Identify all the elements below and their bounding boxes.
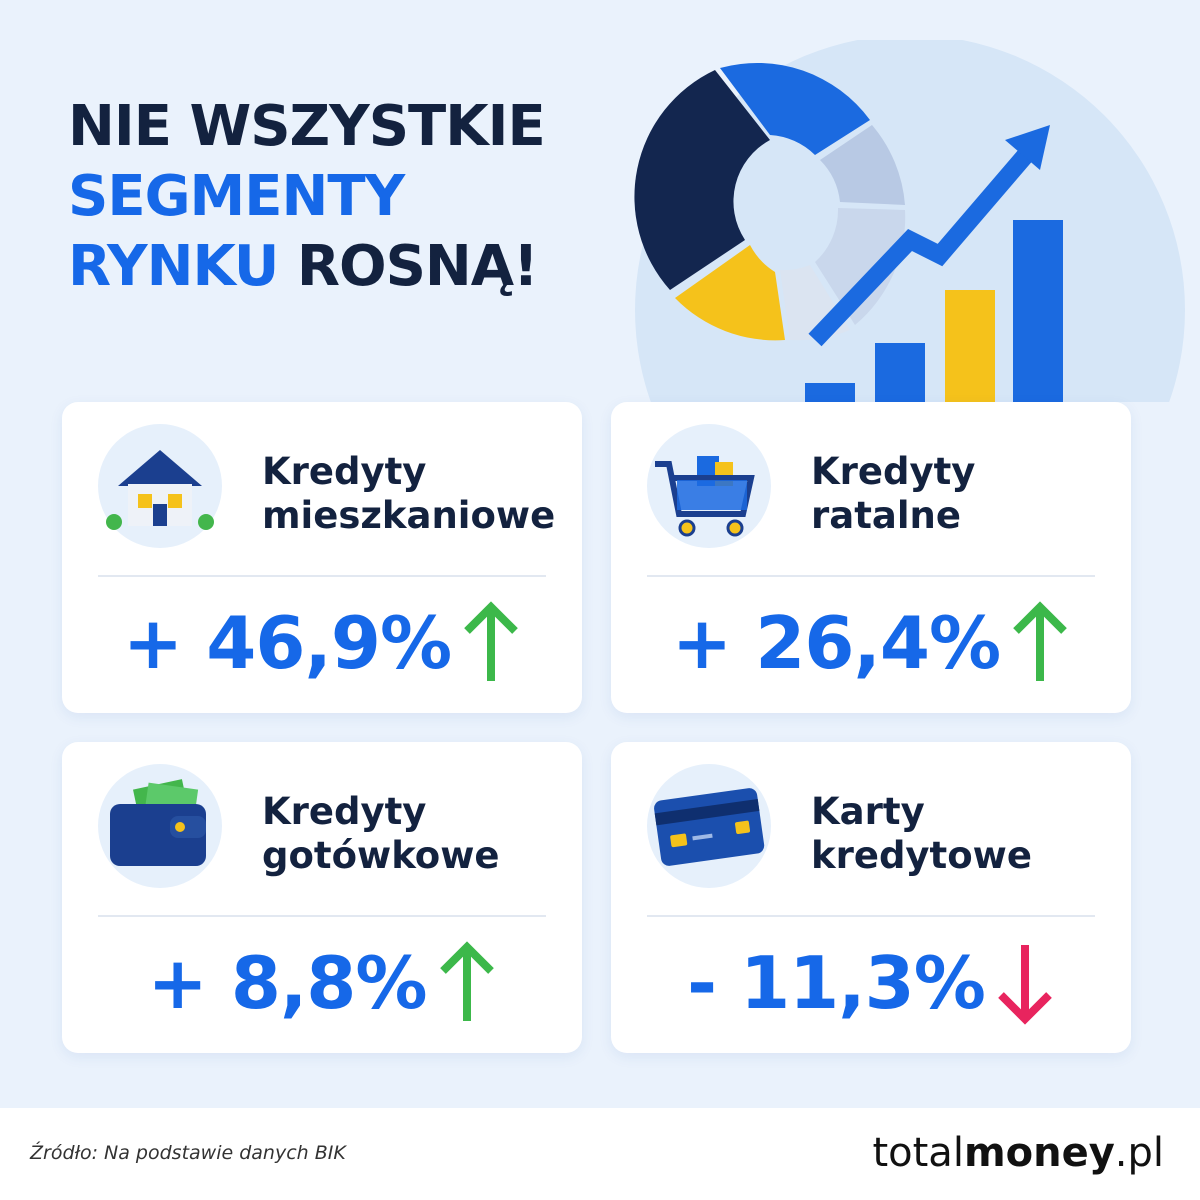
source: Źródło: Na podstawie danych BIK — [30, 1142, 346, 1164]
title-line: NIE WSZYSTKIE — [68, 92, 546, 162]
wallet-icon — [98, 764, 222, 888]
card-label: Kredyty ratalne — [811, 450, 976, 537]
card-value: + 46,9% — [122, 601, 452, 685]
trend-arrow — [439, 941, 494, 1021]
divider — [647, 575, 1095, 577]
title-text: SEGMENTY — [68, 164, 405, 229]
value-row: + 8,8% — [62, 938, 582, 1028]
logo-part: total — [872, 1130, 964, 1176]
footer: Źródło: Na podstawie danych BIK totalmon… — [0, 1108, 1200, 1200]
card-value: + 8,8% — [147, 941, 427, 1025]
card-label: Karty kredytowe — [811, 790, 1032, 877]
trend-arrow — [464, 601, 518, 681]
card: Karty kredytowe - 11,3% — [611, 742, 1131, 1053]
trend-arrow — [998, 945, 1052, 1025]
value-row: + 26,4% — [611, 598, 1131, 688]
title-line: SEGMENTY — [68, 162, 545, 232]
arrow-shape — [439, 941, 494, 1021]
card-label: Kredyty gotówkowe — [262, 790, 500, 877]
arrow-shape — [464, 601, 518, 681]
card: Kredyty gotówkowe + 8,8% — [62, 742, 582, 1053]
logo-part: money — [963, 1130, 1115, 1176]
value-row: - 11,3% — [611, 938, 1131, 1028]
credit-card-icon — [647, 764, 771, 888]
title-line: RYNKU ROSNĄ! — [68, 232, 545, 302]
value-row: + 46,9% — [62, 598, 582, 688]
card: Kredyty mieszkaniowe + 46,9% — [62, 402, 582, 713]
arrow-shape — [998, 945, 1052, 1025]
title-text: NIE WSZYSTKIE — [68, 94, 546, 159]
card-value: + 26,4% — [671, 601, 1001, 685]
divider — [98, 915, 546, 917]
divider — [647, 915, 1095, 917]
logo-part: .pl — [1114, 1130, 1164, 1176]
decoration — [634, 40, 1185, 402]
cart-icon — [647, 424, 771, 548]
title-text: ROSNĄ! — [296, 234, 539, 299]
card: Kredyty ratalne + 26,4% — [611, 402, 1131, 713]
card-label: Kredyty mieszkaniowe — [262, 450, 556, 537]
title-text: RYNKU — [68, 234, 279, 299]
card-value: - 11,3% — [687, 941, 986, 1025]
title: NIE WSZYSTKIE SEGMENTY RYNKU ROSNĄ! — [68, 92, 546, 302]
house-icon — [98, 424, 222, 548]
arrow-shape — [1013, 601, 1067, 681]
trend-arrow — [1013, 601, 1067, 681]
divider — [98, 575, 546, 577]
logo: totalmoney.pl — [872, 1130, 1164, 1176]
